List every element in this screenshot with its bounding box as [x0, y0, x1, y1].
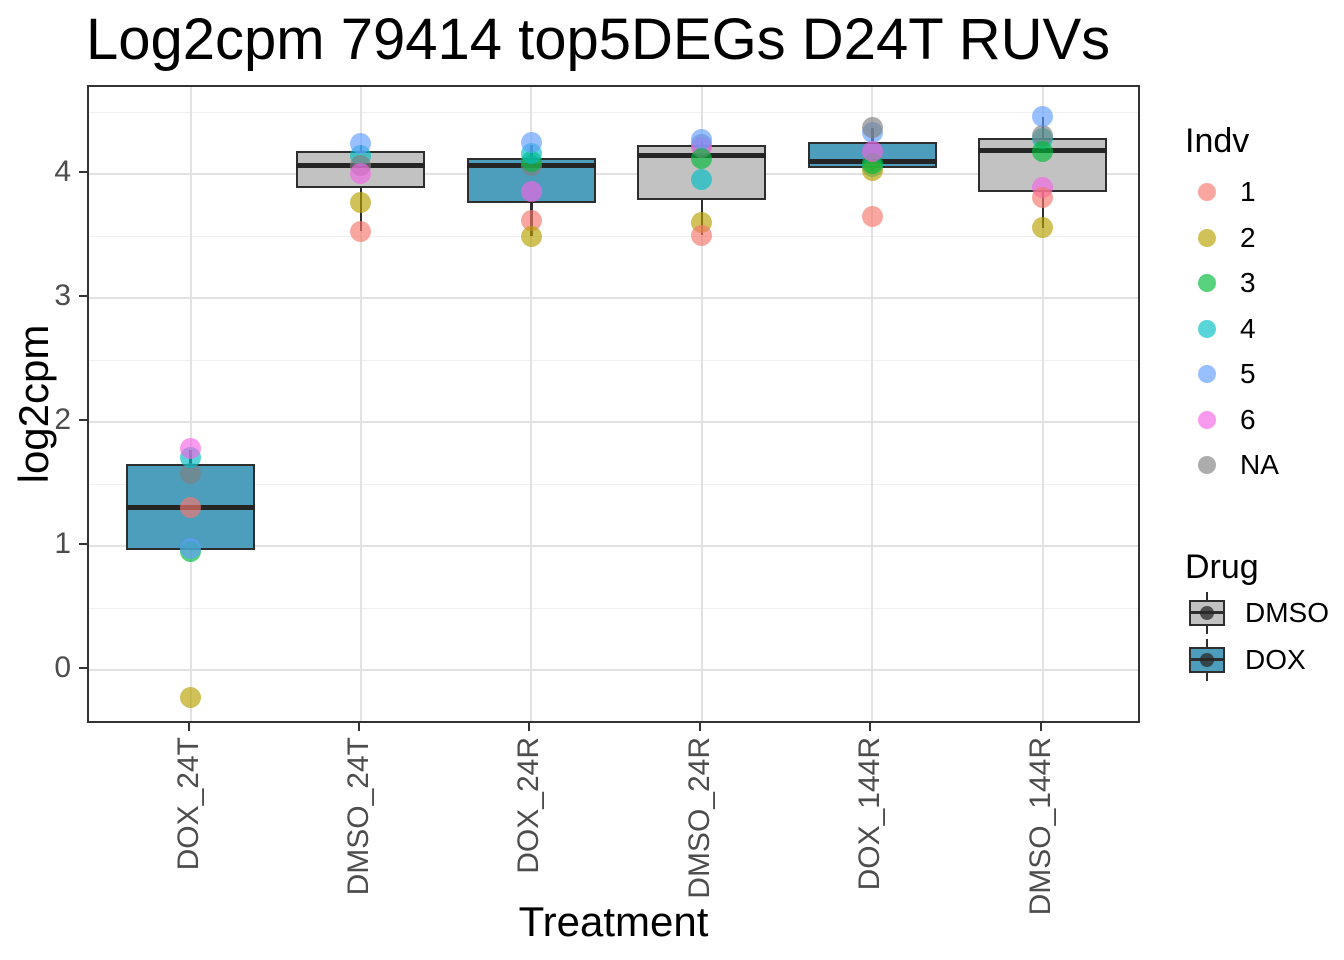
- data-point-indv-6: [520, 181, 542, 203]
- legend-indv-dot-4: [1198, 319, 1216, 338]
- legend-indv-label-6: 6: [1240, 403, 1256, 435]
- x-tick-label-DMSO_24R: DMSO_24R: [682, 737, 716, 899]
- y-tick-label: 4: [54, 155, 71, 189]
- gridline-vertical: [189, 87, 192, 721]
- legend-indv-label-1: 1: [1240, 176, 1256, 207]
- legend-indv-dot-2: [1198, 228, 1216, 247]
- gridline-minor: [89, 607, 1138, 610]
- x-tick-label-DMSO_24T: DMSO_24T: [341, 737, 375, 896]
- legend-indv-dot-1: [1198, 183, 1216, 201]
- data-point-indv-NA: [1032, 125, 1054, 147]
- legend-indv-title: Indv: [1185, 122, 1250, 160]
- x-tick: [869, 723, 872, 731]
- data-point-indv-NA: [861, 116, 883, 138]
- gridline-major: [89, 421, 1138, 424]
- gridline-vertical: [530, 87, 533, 721]
- y-tick-label: 0: [54, 651, 71, 685]
- data-point-indv-5: [180, 538, 201, 560]
- gridline-vertical: [1041, 87, 1044, 721]
- x-tick-label-DOX_24R: DOX_24R: [512, 737, 546, 874]
- y-tick: [79, 667, 87, 670]
- legend-drug-label-DMSO: DMSO: [1245, 597, 1329, 628]
- x-tick: [187, 723, 190, 731]
- whisker-lower: [1041, 191, 1044, 228]
- data-point-indv-5: [520, 131, 542, 153]
- legend-indv-dot-NA: [1198, 456, 1216, 474]
- legend-indv-label-5: 5: [1240, 358, 1256, 389]
- data-point-indv-2: [180, 687, 201, 709]
- data-point-indv-2: [1032, 217, 1054, 239]
- data-point-indv-3: [1032, 141, 1054, 163]
- legend-drug-key-DMSO: [1187, 590, 1227, 636]
- plot-title: Log2cpm 79414 top5DEGs D24T RUVs: [86, 7, 1111, 72]
- y-tick-label: 2: [54, 403, 71, 437]
- data-point-indv-4: [691, 168, 713, 190]
- legend-indv-dot-3: [1198, 274, 1216, 292]
- legend-drug-key-DOX: [1187, 637, 1227, 683]
- gridline-major: [89, 545, 1138, 548]
- data-point-indv-6: [861, 141, 883, 163]
- gridline-minor: [89, 111, 1138, 114]
- legend-indv-label-3: 3: [1240, 267, 1256, 298]
- gridline-vertical: [359, 87, 362, 721]
- legend-indv-dot-5: [1198, 365, 1216, 383]
- legend-indv-label-4: 4: [1240, 312, 1256, 344]
- data-point-indv-2: [520, 225, 542, 247]
- legend-drug-title: Drug: [1185, 548, 1259, 586]
- data-point-indv-1: [350, 220, 372, 242]
- x-tick: [528, 723, 531, 731]
- data-point-indv-5: [691, 129, 713, 151]
- gridline-major: [89, 669, 1138, 672]
- data-point-indv-1: [691, 224, 713, 246]
- y-axis-title: log2cpm: [10, 324, 57, 484]
- x-axis-title: Treatment: [518, 898, 709, 945]
- data-point-indv-1: [520, 209, 542, 231]
- x-tick-label-DOX_144R: DOX_144R: [853, 737, 887, 891]
- data-point-indv-6: [350, 162, 372, 184]
- gridline-vertical: [700, 87, 703, 721]
- data-point-indv-1: [1032, 187, 1054, 209]
- y-tick: [79, 543, 87, 546]
- legend-drug-label-DOX: DOX: [1245, 644, 1306, 675]
- gridline-minor: [89, 483, 1138, 486]
- data-point-indv-3: [691, 147, 713, 169]
- data-point-indv-2: [350, 192, 372, 214]
- x-tick: [1039, 723, 1042, 731]
- legend-indv-label-NA: NA: [1240, 449, 1279, 480]
- gridline-minor: [89, 359, 1138, 362]
- gridline-major: [89, 173, 1138, 176]
- x-tick: [357, 723, 360, 731]
- gridline-minor: [89, 235, 1138, 238]
- gridline-major: [89, 297, 1138, 300]
- legend-indv-dot-6: [1198, 410, 1216, 429]
- data-point-indv-NA: [180, 462, 201, 484]
- plot-panel: [87, 85, 1140, 723]
- legend-indv-label-2: 2: [1240, 221, 1256, 253]
- data-point-indv-1: [180, 497, 201, 519]
- data-point-indv-6: [180, 437, 201, 459]
- y-tick-label: 1: [54, 527, 71, 561]
- y-tick: [79, 419, 87, 422]
- y-tick: [79, 171, 87, 174]
- gridline-vertical: [871, 87, 874, 721]
- data-point-indv-1: [861, 205, 883, 227]
- x-tick-label-DMSO_144R: DMSO_144R: [1023, 737, 1057, 916]
- x-tick-label-DOX_24T: DOX_24T: [171, 737, 205, 871]
- y-tick: [79, 295, 87, 298]
- data-point-indv-5: [1032, 105, 1054, 127]
- y-tick-label: 3: [54, 279, 71, 313]
- data-point-indv-5: [350, 132, 372, 154]
- x-tick: [698, 723, 701, 731]
